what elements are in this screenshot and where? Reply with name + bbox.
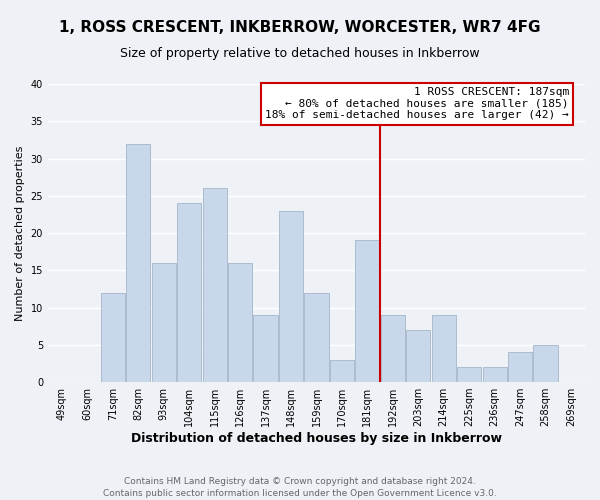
Bar	[203, 188, 227, 382]
Bar	[457, 367, 481, 382]
Bar	[126, 144, 151, 382]
Bar	[279, 210, 303, 382]
Text: Size of property relative to detached houses in Inkberrow: Size of property relative to detached ho…	[120, 48, 480, 60]
Bar	[431, 315, 456, 382]
Bar	[482, 367, 507, 382]
Bar	[304, 292, 329, 382]
Text: 1, ROSS CRESCENT, INKBERROW, WORCESTER, WR7 4FG: 1, ROSS CRESCENT, INKBERROW, WORCESTER, …	[59, 20, 541, 35]
Text: 1 ROSS CRESCENT: 187sqm
← 80% of detached houses are smaller (185)
18% of semi-d: 1 ROSS CRESCENT: 187sqm ← 80% of detache…	[265, 87, 569, 120]
Bar	[355, 240, 379, 382]
Bar	[253, 315, 278, 382]
Y-axis label: Number of detached properties: Number of detached properties	[15, 146, 25, 320]
Text: Contains HM Land Registry data © Crown copyright and database right 2024.
Contai: Contains HM Land Registry data © Crown c…	[103, 476, 497, 498]
Bar	[177, 203, 201, 382]
Bar	[508, 352, 532, 382]
X-axis label: Distribution of detached houses by size in Inkberrow: Distribution of detached houses by size …	[131, 432, 502, 445]
Bar	[381, 315, 405, 382]
Bar	[101, 292, 125, 382]
Bar	[406, 330, 430, 382]
Bar	[533, 345, 557, 382]
Bar	[330, 360, 354, 382]
Bar	[228, 263, 252, 382]
Bar	[152, 263, 176, 382]
